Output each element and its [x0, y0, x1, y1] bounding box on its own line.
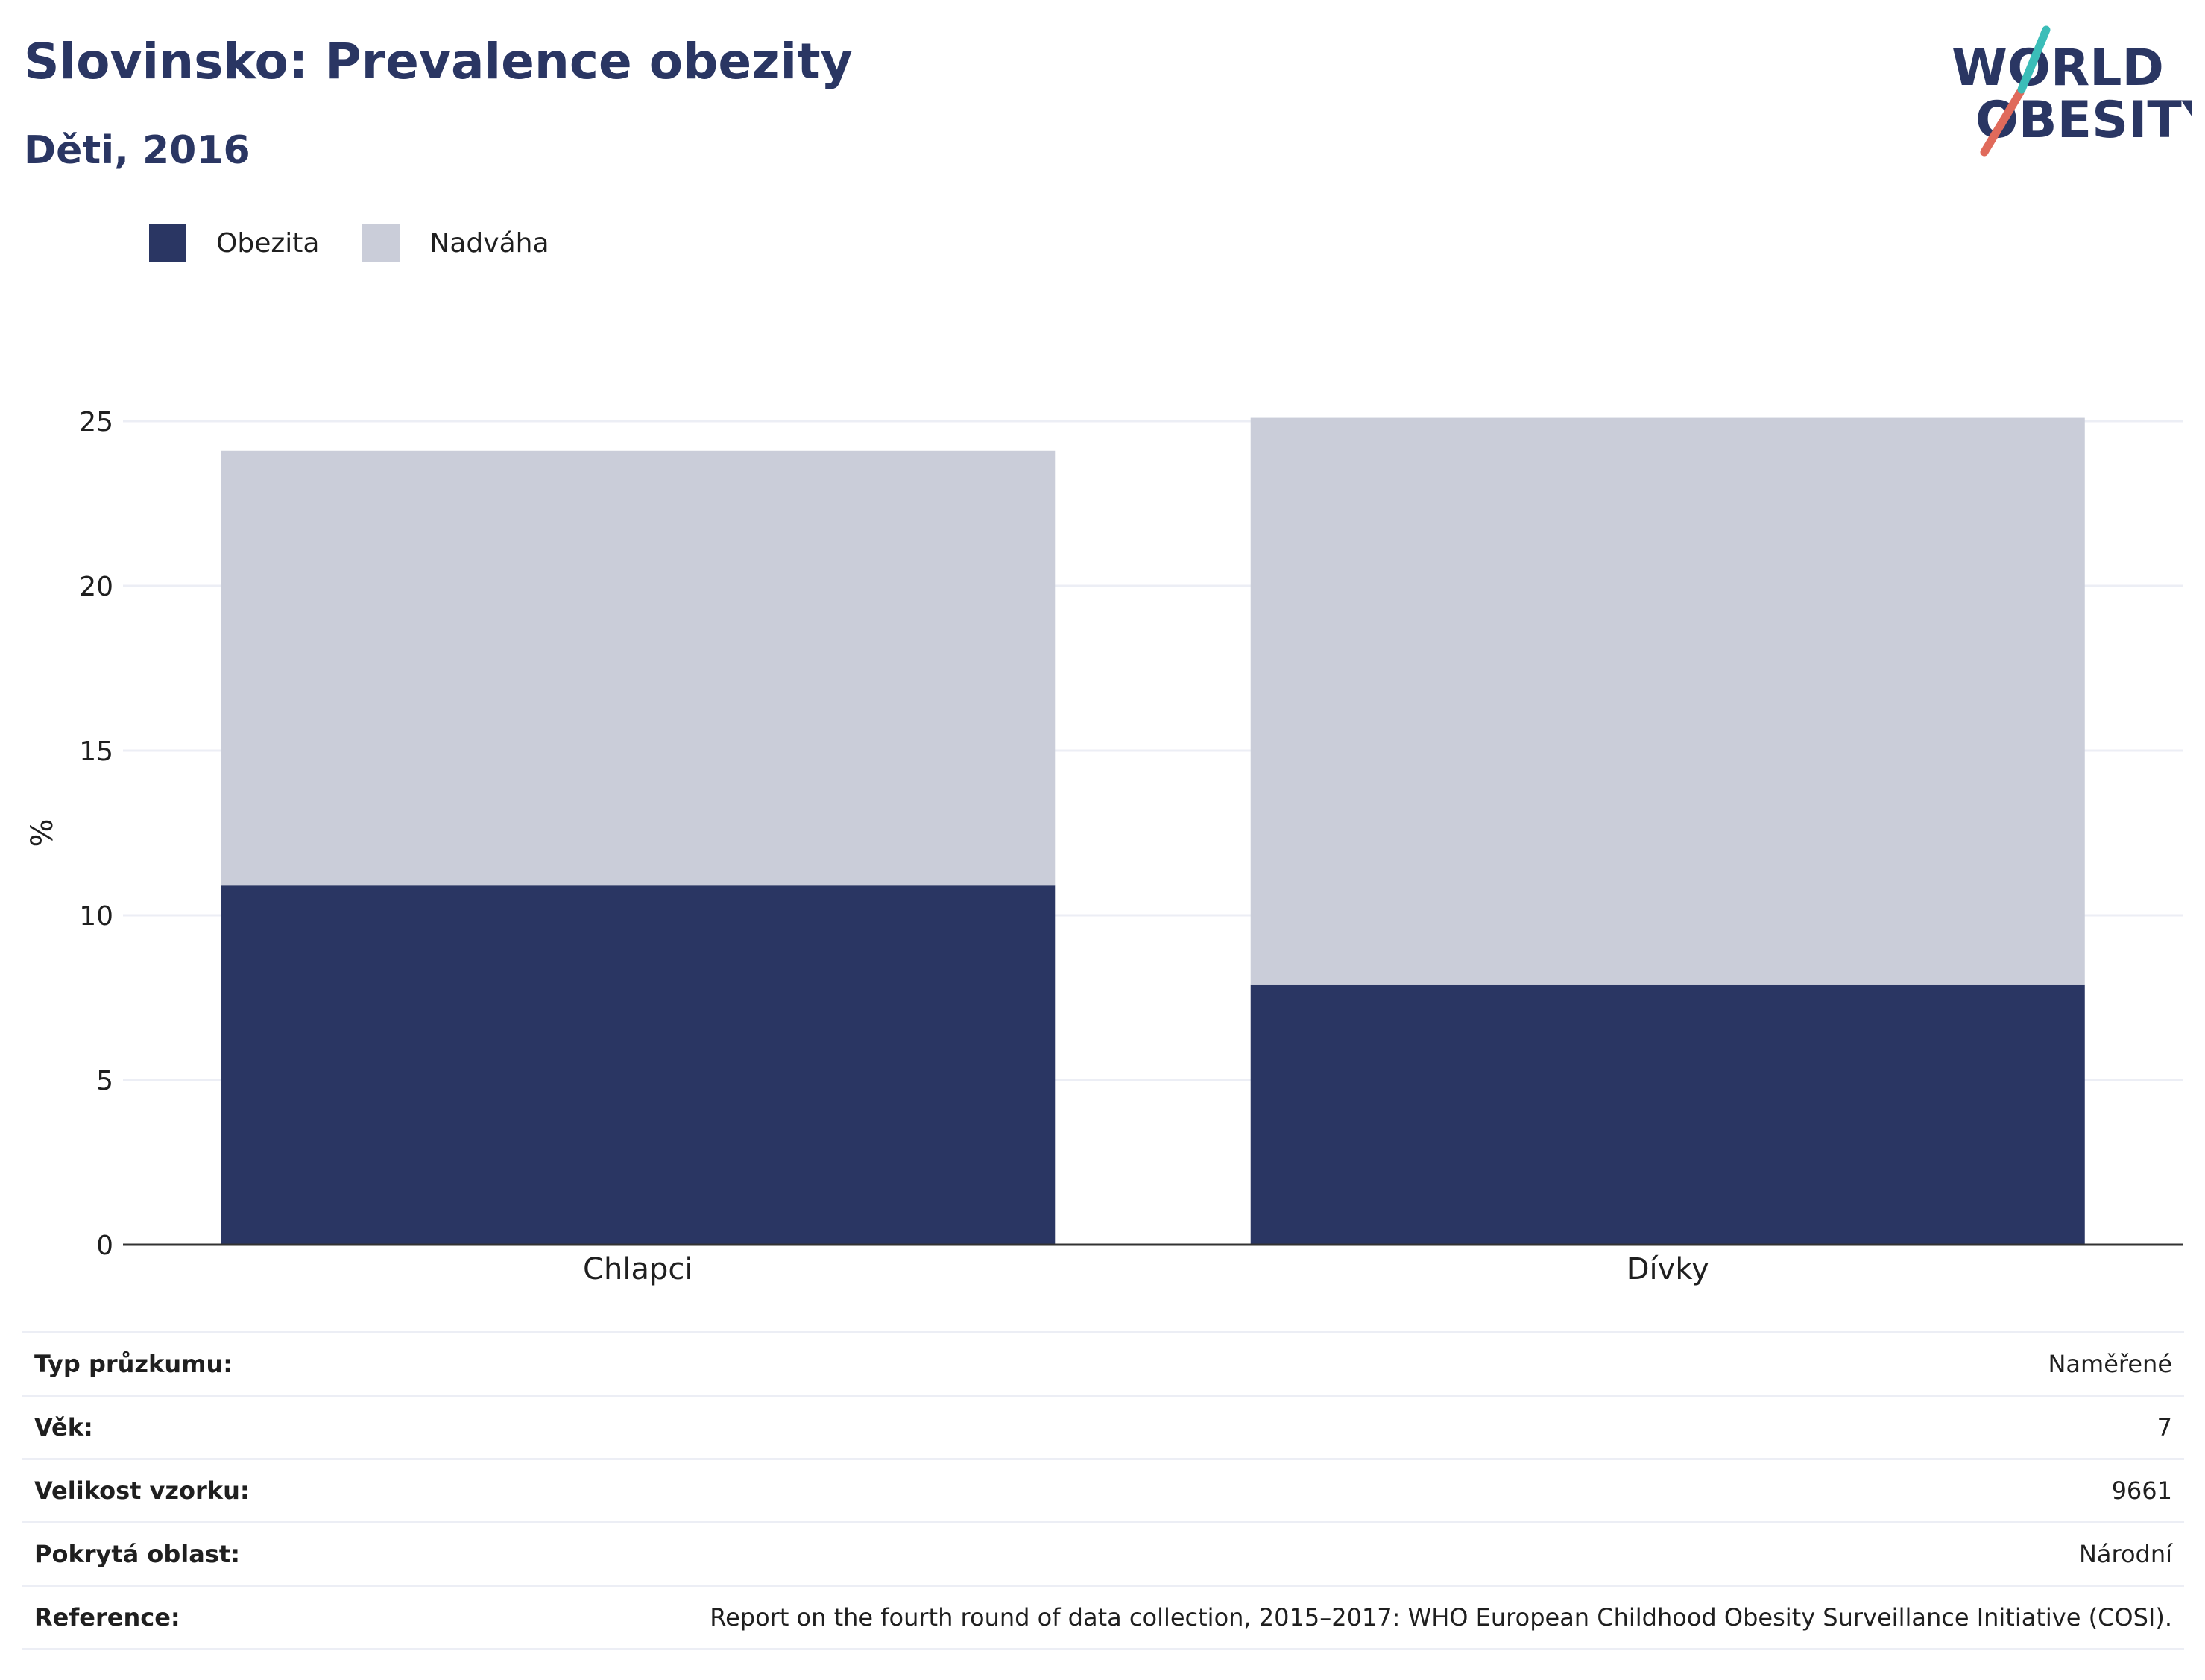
bar-chart: 0 5 10 15 20 25 Chlapci Dívky %: [25, 407, 2183, 1286]
logo-slash-coral: [1980, 88, 2025, 157]
y-tick-label: 15: [79, 736, 113, 767]
table-row: Věk: 7: [22, 1395, 2184, 1459]
logo-line1: WORLD: [1952, 39, 2164, 98]
chart-legend: Obezita Nadváha: [149, 221, 593, 265]
legend-item-overweight[interactable]: Nadváha: [362, 224, 549, 262]
info-value: Naměřené: [321, 1331, 2184, 1396]
info-value: Report on the fourth round of data colle…: [321, 1585, 2184, 1650]
x-tick-label: Dívky: [1627, 1252, 1709, 1286]
y-tick-labels: 0 5 10 15 20 25: [79, 407, 113, 1261]
info-label: Věk:: [22, 1395, 322, 1459]
info-value: 9661: [321, 1458, 2184, 1523]
legend-label-overweight: Nadváha: [429, 227, 549, 259]
survey-info-table: Typ průzkumu: Naměřené Věk: 7 Velikost v…: [22, 1331, 2184, 1650]
table-row: Pokrytá oblast: Národní: [22, 1521, 2184, 1586]
table-row: Velikost vzorku: 9661: [22, 1458, 2184, 1523]
info-label: Velikost vzorku:: [22, 1458, 322, 1523]
legend-swatch-obesity: [149, 224, 186, 262]
info-label: Typ průzkumu:: [22, 1331, 322, 1396]
y-tick-label: 0: [96, 1231, 113, 1261]
logo-slash-teal: [2017, 25, 2051, 94]
y-tick-label: 25: [79, 407, 113, 438]
bar-overweight-boys[interactable]: [221, 450, 1056, 886]
bar-overweight-girls[interactable]: [1250, 417, 2085, 985]
y-tick-label: 20: [79, 572, 113, 602]
legend-swatch-overweight: [362, 224, 400, 262]
y-axis-label: %: [25, 818, 60, 847]
bars: [221, 417, 2085, 1245]
info-label: Reference:: [22, 1585, 322, 1650]
table-row: Reference: Report on the fourth round of…: [22, 1585, 2184, 1650]
x-tick-label: Chlapci: [583, 1252, 693, 1286]
y-tick-label: 5: [96, 1066, 113, 1096]
legend-label-obesity: Obezita: [216, 227, 320, 259]
bar-obesity-boys[interactable]: [221, 885, 1056, 1245]
chart-subtitle: Děti, 2016: [24, 128, 250, 173]
x-tick-labels: Chlapci Dívky: [583, 1252, 1709, 1286]
info-label: Pokrytá oblast:: [22, 1521, 322, 1586]
legend-item-obesity[interactable]: Obezita: [149, 224, 319, 262]
table-row: Typ průzkumu: Naměřené: [22, 1331, 2184, 1396]
info-value: 7: [321, 1395, 2184, 1459]
world-obesity-logo: WORLD OBESITY: [1952, 25, 2192, 157]
y-tick-label: 10: [79, 901, 113, 932]
bar-obesity-girls[interactable]: [1250, 984, 2085, 1245]
info-value: Národní: [321, 1521, 2184, 1586]
chart-title: Slovinsko: Prevalence obezity: [24, 33, 853, 90]
